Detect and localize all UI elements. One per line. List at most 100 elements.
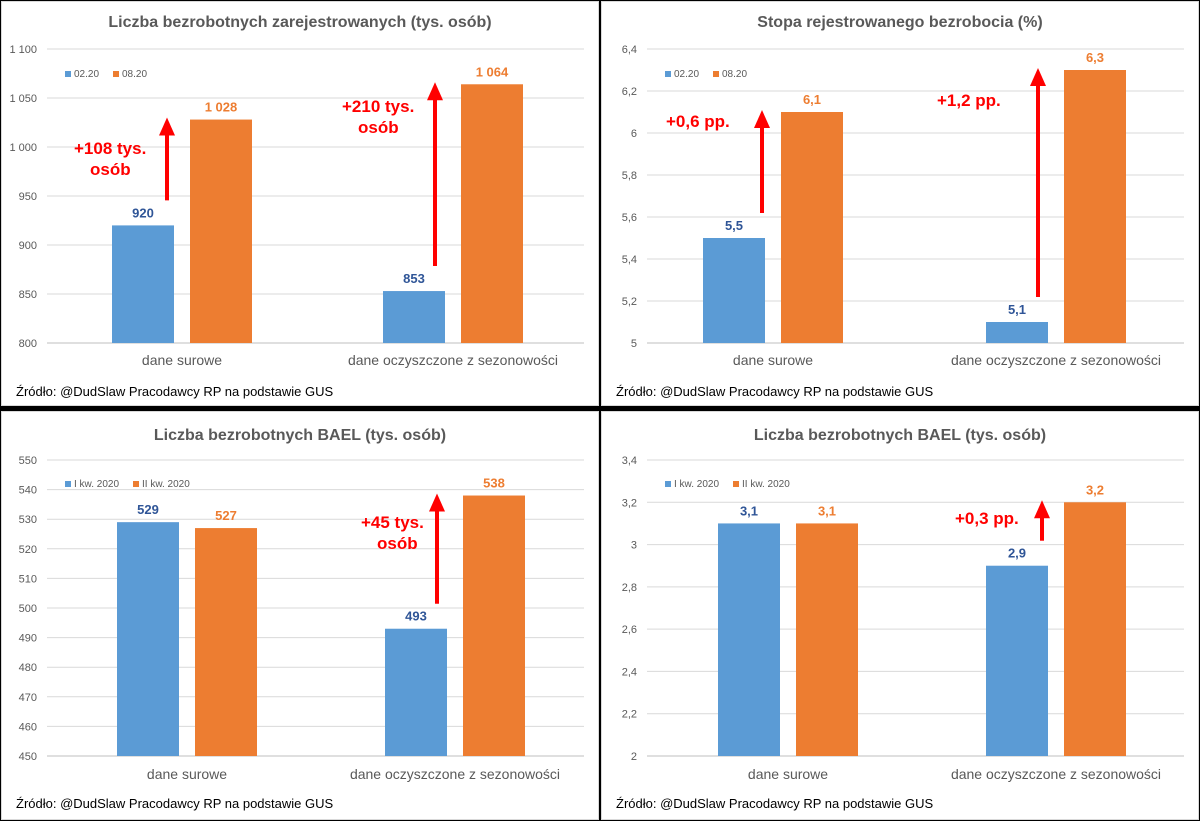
y-tick-label: 5,4 bbox=[622, 254, 637, 266]
y-tick-label: 500 bbox=[19, 603, 37, 615]
category-label: dane oczyszczone z sezonowości bbox=[951, 352, 1161, 368]
y-tick-label: 460 bbox=[19, 721, 37, 733]
source-note: Źródło: @DudSlaw Pracodawcy RP na podsta… bbox=[16, 384, 334, 399]
chart-title: Stopa rejestrowanego bezrobocia (%) bbox=[757, 14, 1042, 31]
bar bbox=[1064, 502, 1126, 756]
chart-canvas: Liczba bezrobotnych BAEL (tys. osób) 2 2,2… bbox=[622, 427, 1184, 782]
y-tick-label: 850 bbox=[19, 289, 37, 301]
legend-label: 02.20 bbox=[674, 69, 699, 80]
y-tick-label: 5 bbox=[631, 338, 637, 350]
category-label: dane surowe bbox=[147, 766, 227, 782]
chart-title: Liczba bezrobotnych BAEL (tys. osób) bbox=[154, 427, 446, 444]
category-label: dane surowe bbox=[748, 766, 828, 782]
data-label: 1 064 bbox=[476, 64, 509, 79]
y-tick-label: 540 bbox=[19, 485, 37, 497]
change-annotation: +0,6 pp. bbox=[666, 112, 730, 131]
category-label: dane oczyszczone z sezonowości bbox=[951, 766, 1161, 782]
y-tick-label: 520 bbox=[19, 544, 37, 556]
category-label: dane surowe bbox=[142, 352, 222, 368]
legend-swatch bbox=[133, 481, 139, 487]
bar bbox=[461, 84, 523, 343]
legend-label: 02.20 bbox=[74, 69, 99, 80]
data-label: 6,1 bbox=[803, 92, 821, 107]
y-tick-label: 6 bbox=[631, 128, 637, 140]
y-tick-label: 1 000 bbox=[9, 142, 37, 154]
data-label: 527 bbox=[215, 508, 237, 523]
data-label: 3,1 bbox=[740, 503, 758, 518]
y-tick-label: 950 bbox=[19, 191, 37, 203]
legend-swatch bbox=[113, 71, 119, 77]
data-label: 2,9 bbox=[1008, 546, 1026, 561]
chart-canvas: Liczba bezrobotnych BAEL (tys. osób) 450 4… bbox=[19, 427, 584, 782]
legend-swatch bbox=[65, 481, 71, 487]
change-annotation: +108 tys. bbox=[74, 139, 146, 158]
legend-swatch bbox=[665, 481, 671, 487]
y-tick-label: 1 100 bbox=[9, 44, 37, 56]
bar bbox=[112, 225, 174, 343]
y-tick-label: 2,2 bbox=[622, 709, 637, 721]
y-tick-label: 3 bbox=[631, 540, 637, 552]
data-label: 529 bbox=[137, 502, 159, 517]
y-tick-label: 5,2 bbox=[622, 296, 637, 308]
category-label: dane surowe bbox=[733, 352, 813, 368]
change-annotation: osób bbox=[377, 534, 418, 553]
bar bbox=[796, 523, 858, 756]
bar bbox=[781, 112, 843, 343]
change-annotation: +1,2 pp. bbox=[937, 91, 1001, 110]
legend-swatch bbox=[733, 481, 739, 487]
data-label: 853 bbox=[403, 271, 425, 286]
y-tick-label: 3,4 bbox=[622, 455, 637, 467]
arrow-head bbox=[1030, 68, 1046, 86]
y-tick-label: 2,8 bbox=[622, 582, 637, 594]
data-label: 3,2 bbox=[1086, 482, 1104, 497]
y-tick-label: 6,4 bbox=[622, 44, 637, 56]
chart-title: Liczba bezrobotnych BAEL (tys. osób) bbox=[754, 427, 1046, 444]
arrow-head bbox=[159, 117, 175, 136]
legend-label: II kw. 2020 bbox=[142, 479, 190, 490]
y-tick-label: 3,2 bbox=[622, 497, 637, 509]
arrow-head bbox=[754, 110, 770, 128]
y-tick-label: 530 bbox=[19, 514, 37, 526]
data-label: 5,1 bbox=[1008, 302, 1026, 317]
chart-panel-bael-count: Liczba bezrobotnych BAEL (tys. osób) 450 4… bbox=[1, 411, 599, 820]
bar bbox=[703, 238, 765, 343]
y-tick-label: 5,8 bbox=[622, 170, 637, 182]
bar bbox=[463, 495, 525, 756]
data-label: 5,5 bbox=[725, 218, 743, 233]
change-annotation: osób bbox=[358, 118, 399, 137]
chart-canvas: Stopa rejestrowanego bezrobocia (%) 5 5,2 5… bbox=[622, 14, 1184, 368]
change-annotation: +45 tys. bbox=[361, 513, 424, 532]
data-label: 493 bbox=[405, 609, 427, 624]
chart-panel-bael-rate: Liczba bezrobotnych BAEL (tys. osób) 2 2,2… bbox=[601, 411, 1199, 820]
chart-panel-registered-unemployed: Liczba bezrobotnych zarejestrowanych (ty… bbox=[1, 1, 599, 406]
y-tick-label: 5,6 bbox=[622, 212, 637, 224]
y-tick-label: 2,4 bbox=[622, 666, 637, 678]
y-tick-label: 900 bbox=[19, 240, 37, 252]
source-note: Źródło: @DudSlaw Pracodawcy RP na podsta… bbox=[616, 796, 934, 811]
bar bbox=[195, 528, 257, 756]
bar bbox=[190, 119, 252, 343]
arrow-head bbox=[427, 82, 443, 101]
category-label: dane oczyszczone z sezonowości bbox=[350, 766, 560, 782]
chart-panel-unemployment-rate: Stopa rejestrowanego bezrobocia (%) 5 5,2 5… bbox=[601, 1, 1199, 406]
data-label: 538 bbox=[483, 476, 505, 491]
arrow-head bbox=[429, 493, 445, 512]
data-label: 6,3 bbox=[1086, 50, 1104, 65]
y-tick-label: 6,2 bbox=[622, 86, 637, 98]
y-tick-label: 550 bbox=[19, 455, 37, 467]
chart-title: Liczba bezrobotnych zarejestrowanych (ty… bbox=[108, 14, 491, 31]
data-label: 920 bbox=[132, 205, 154, 220]
y-tick-label: 480 bbox=[19, 662, 37, 674]
legend-swatch bbox=[713, 71, 719, 77]
chart-canvas: Liczba bezrobotnych zarejestrowanych (ty… bbox=[9, 14, 584, 368]
y-tick-label: 470 bbox=[19, 692, 37, 704]
change-annotation: +0,3 pp. bbox=[955, 509, 1019, 528]
legend-label: I kw. 2020 bbox=[674, 479, 719, 490]
y-tick-label: 2,6 bbox=[622, 624, 637, 636]
y-tick-label: 450 bbox=[19, 751, 37, 763]
y-tick-label: 1 050 bbox=[9, 93, 37, 105]
y-tick-label: 490 bbox=[19, 633, 37, 645]
category-label: dane oczyszczone z sezonowości bbox=[348, 352, 558, 368]
bar bbox=[117, 522, 179, 756]
legend-label: II kw. 2020 bbox=[742, 479, 790, 490]
